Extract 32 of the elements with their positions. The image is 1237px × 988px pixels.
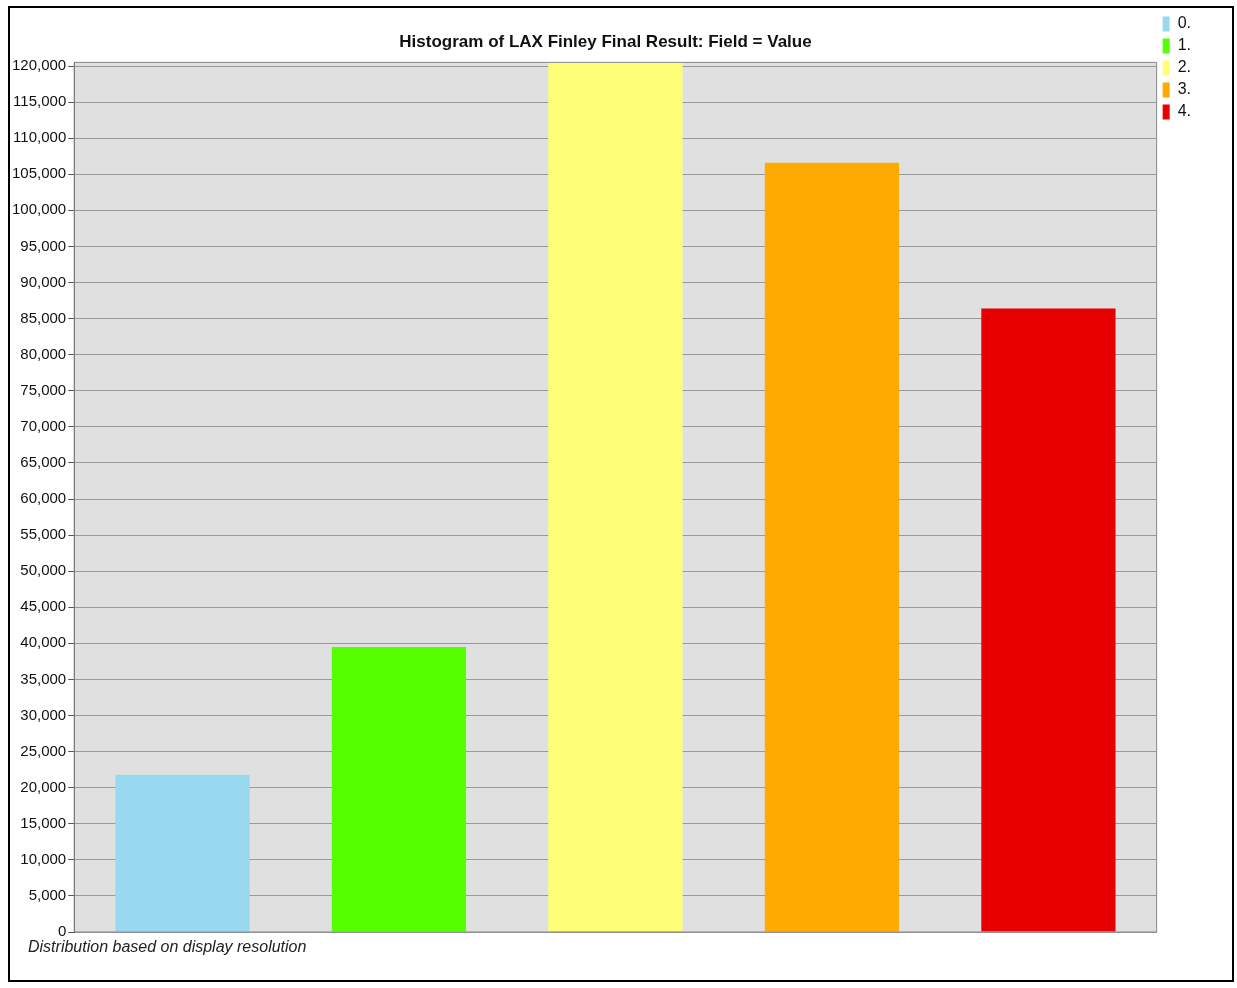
y-tick-label: 5,000 (28, 886, 67, 904)
y-tick-label: 55,000 (20, 525, 67, 543)
legend-label: 4. (1177, 102, 1191, 120)
y-tick-label: 15,000 (20, 813, 67, 831)
y-tick-label: 0 (57, 922, 67, 940)
y-tick-label: 90,000 (20, 272, 67, 290)
legend-label: 1. (1177, 36, 1191, 54)
y-tick-label: 70,000 (20, 416, 67, 434)
y-tick-label: 105,000 (11, 164, 67, 182)
y-tick-label: 30,000 (20, 705, 67, 723)
y-tick-label: 100,000 (11, 200, 67, 218)
y-tick-label: 35,000 (20, 669, 67, 687)
y-tick-label: 65,000 (20, 453, 67, 471)
legend-label: 0. (1177, 14, 1191, 32)
y-tick-label: 80,000 (20, 344, 67, 362)
y-tick-label: 95,000 (20, 236, 67, 254)
y-tick-label: 20,000 (20, 777, 67, 795)
y-tick-label: 120,000 (11, 56, 67, 74)
y-tick-label: 110,000 (13, 128, 67, 146)
y-tick-label: 40,000 (20, 633, 67, 651)
y-tick-label: 60,000 (20, 489, 67, 507)
legend-label: 3. (1177, 80, 1191, 98)
chart-title: Histogram of LAX Finley Final Result: Field = Value (399, 31, 812, 51)
y-tick-label: 50,000 (20, 561, 67, 579)
y-tick-label: 75,000 (20, 380, 67, 398)
legend-label: 2. (1177, 58, 1191, 76)
y-tick-label: 115,000 (13, 92, 67, 110)
y-tick-label: 25,000 (20, 741, 67, 759)
y-tick-label: 45,000 (20, 597, 67, 615)
y-tick-label: 85,000 (20, 308, 67, 326)
text: Distribution based on display resolution (28, 938, 307, 956)
y-tick-label: 10,000 (20, 849, 67, 867)
